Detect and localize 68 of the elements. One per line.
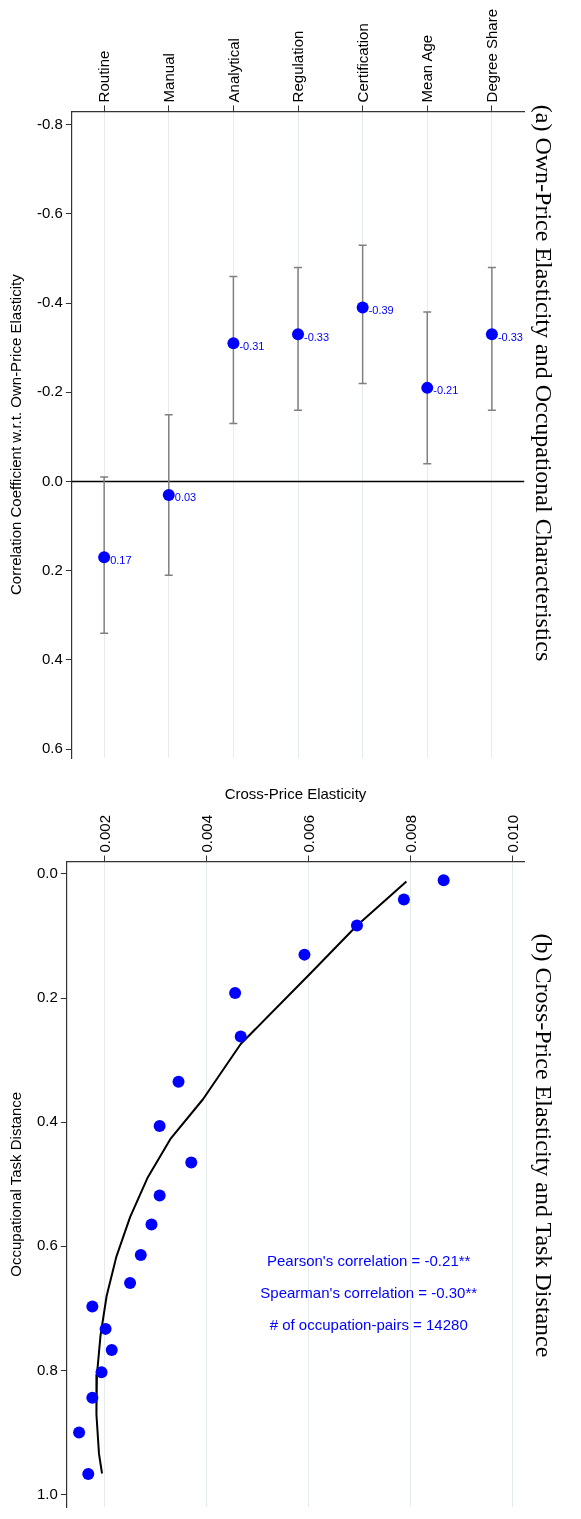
point — [124, 1276, 137, 1289]
annotation: # of occupation-pairs = 14280 — [269, 1316, 468, 1334]
x-tick-label: 0.008 — [401, 814, 419, 853]
x-tick-label: 0.006 — [299, 814, 317, 853]
data-label: -0.33 — [304, 330, 330, 343]
point — [298, 948, 311, 961]
point — [95, 1366, 108, 1379]
point — [153, 1119, 166, 1132]
text: (b) Cross-Price Elasticity and Task Distance — [531, 933, 558, 1358]
y-tick-label: 0.2 — [41, 560, 63, 578]
point — [98, 551, 111, 564]
data-label: -0.33 — [497, 330, 523, 343]
text: (a) Own-Price Elasticity and Occupational Characteristics — [531, 104, 558, 662]
point — [99, 1322, 112, 1335]
x-tick-label: 0.002 — [95, 814, 113, 853]
y-tick-label: 0.6 — [36, 1236, 58, 1254]
y-tick-label: 0.6 — [41, 739, 63, 757]
y-tick-label: -0.4 — [36, 293, 63, 311]
point — [229, 987, 242, 1000]
point — [134, 1249, 147, 1262]
point — [73, 1426, 86, 1439]
annotation: Spearman's correlation = -0.30** — [260, 1284, 478, 1302]
point — [421, 381, 434, 394]
point — [86, 1300, 99, 1313]
y-tick-label: 0.4 — [41, 650, 63, 668]
x-tick-label: Mean Age — [418, 34, 436, 103]
y-tick-label: 0.0 — [41, 471, 63, 489]
x-tick-label: Regulation — [289, 30, 307, 103]
data-label: -0.39 — [368, 304, 394, 317]
point — [185, 1156, 198, 1169]
point — [145, 1218, 158, 1231]
x-tick-label: Analytical — [224, 38, 242, 103]
point — [153, 1189, 166, 1202]
x-tick-label: Degree Share — [483, 8, 501, 103]
x-axis-title: Cross-Price Elasticity — [224, 785, 367, 803]
x-tick-label: Manual — [159, 53, 177, 103]
data-label: 0.17 — [110, 553, 132, 566]
annotation: Pearson's correlation = -0.21** — [267, 1251, 471, 1269]
point — [234, 1030, 247, 1043]
y-tick-label: -0.2 — [36, 382, 63, 400]
point — [350, 919, 363, 932]
point — [105, 1343, 118, 1356]
point — [356, 301, 369, 314]
x-tick-label: Certification — [353, 23, 371, 103]
x-tick-label: 0.010 — [503, 814, 521, 853]
point — [437, 874, 450, 887]
point — [86, 1391, 99, 1404]
x-tick-label: 0.004 — [197, 814, 215, 853]
y-axis-title: Occupational Task Distance — [7, 1091, 25, 1277]
point — [485, 328, 498, 341]
point — [292, 328, 305, 341]
y-tick-label: 0.0 — [36, 864, 58, 882]
data-label: -0.31 — [239, 339, 265, 352]
x-tick-label: Routine — [95, 50, 113, 103]
y-tick-label: -0.8 — [36, 114, 63, 132]
y-tick-label: -0.6 — [36, 204, 63, 222]
point — [397, 893, 410, 906]
y-tick-label: 0.2 — [36, 988, 58, 1006]
point — [172, 1075, 185, 1088]
data-label: 0.03 — [174, 491, 197, 504]
y-tick-label: 0.4 — [36, 1112, 58, 1130]
y-tick-label: 0.8 — [36, 1360, 58, 1378]
point — [227, 337, 240, 350]
y-tick-label: 1.0 — [36, 1484, 58, 1502]
point — [82, 1468, 95, 1481]
data-label: -0.21 — [433, 384, 459, 397]
point — [162, 488, 175, 501]
y-axis-title: Correlation Coefficient w.r.t. Own-Price Elasticity — [7, 273, 25, 596]
